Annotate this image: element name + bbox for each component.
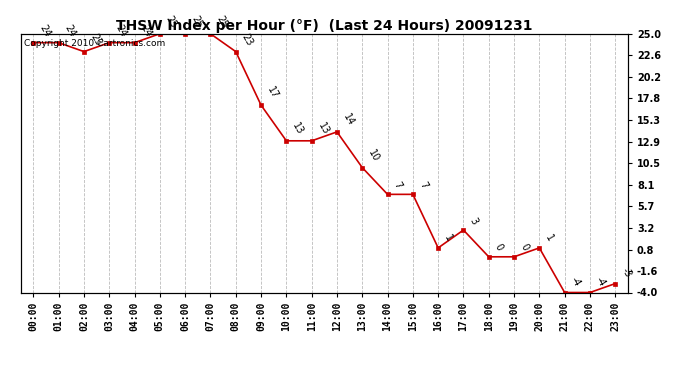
Text: 23: 23 bbox=[88, 32, 103, 47]
Text: 13: 13 bbox=[290, 121, 305, 136]
Text: Copyright 2010 Cartronics.com: Copyright 2010 Cartronics.com bbox=[23, 39, 165, 48]
Text: 1: 1 bbox=[442, 233, 454, 244]
Text: -4: -4 bbox=[569, 275, 582, 288]
Text: 23: 23 bbox=[240, 32, 255, 47]
Title: THSW Index per Hour (°F)  (Last 24 Hours) 20091231: THSW Index per Hour (°F) (Last 24 Hours)… bbox=[116, 19, 533, 33]
Text: 25: 25 bbox=[164, 14, 179, 30]
Text: 7: 7 bbox=[417, 180, 428, 190]
Text: 0: 0 bbox=[493, 242, 504, 253]
Text: 7: 7 bbox=[392, 180, 404, 190]
Text: 24: 24 bbox=[37, 23, 52, 39]
Text: 0: 0 bbox=[518, 242, 530, 253]
Text: -4: -4 bbox=[594, 275, 608, 288]
Text: 24: 24 bbox=[113, 23, 128, 39]
Text: 13: 13 bbox=[316, 121, 331, 136]
Text: 3: 3 bbox=[468, 216, 480, 226]
Text: 17: 17 bbox=[265, 85, 280, 101]
Text: -3: -3 bbox=[620, 266, 633, 279]
Text: 10: 10 bbox=[366, 148, 381, 164]
Text: 1: 1 bbox=[544, 233, 555, 244]
Text: 25: 25 bbox=[189, 14, 204, 30]
Text: 24: 24 bbox=[63, 23, 78, 39]
Text: 25: 25 bbox=[215, 14, 230, 30]
Text: 24: 24 bbox=[139, 23, 154, 39]
Text: 14: 14 bbox=[341, 112, 356, 128]
